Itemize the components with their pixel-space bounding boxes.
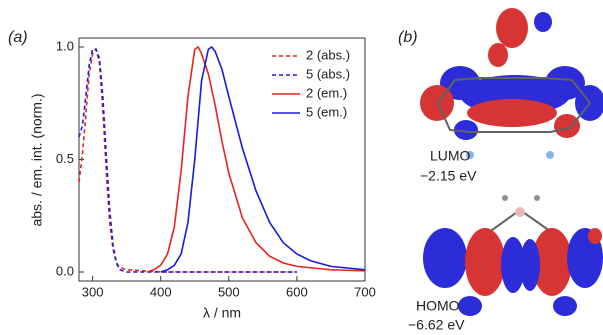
y-axis-label: abs. / em. int. (norm.): [29, 93, 45, 226]
lumo-orbital: [420, 8, 603, 159]
panel-label: (a): [8, 29, 28, 46]
x-tick-label: 600: [286, 284, 308, 299]
legend-label: 2 (em.): [306, 85, 347, 100]
legend-label: 5 (abs.): [306, 66, 350, 81]
y-tick-label: 0.0: [56, 263, 74, 278]
y-tick-label: 0.5: [56, 151, 74, 166]
orbital-energy: −6.62 eV: [408, 317, 465, 333]
legend-label: 5 (em.): [306, 104, 347, 119]
x-tick-label: 700: [354, 284, 376, 299]
x-axis-label: λ / nm: [203, 305, 241, 321]
x-tick-label: 300: [82, 284, 104, 299]
y-tick-label: 1.0: [56, 38, 74, 53]
orbital-energy: −2.15 eV: [420, 168, 477, 184]
figure: (a) (b) λ / nm abs. / em. int. (norm.) L…: [0, 0, 603, 335]
series-line: [79, 49, 297, 272]
panel-label: (b): [398, 29, 418, 46]
orbital-label: HOMO: [416, 298, 460, 314]
page: {"chart_data": {"type": "line", "panel_a…: [0, 0, 603, 335]
legend-label: 2 (abs.): [306, 47, 350, 62]
x-tick-label: 500: [218, 284, 240, 299]
x-tick-label: 400: [150, 284, 172, 299]
orbital-label: LUMO: [430, 148, 471, 164]
